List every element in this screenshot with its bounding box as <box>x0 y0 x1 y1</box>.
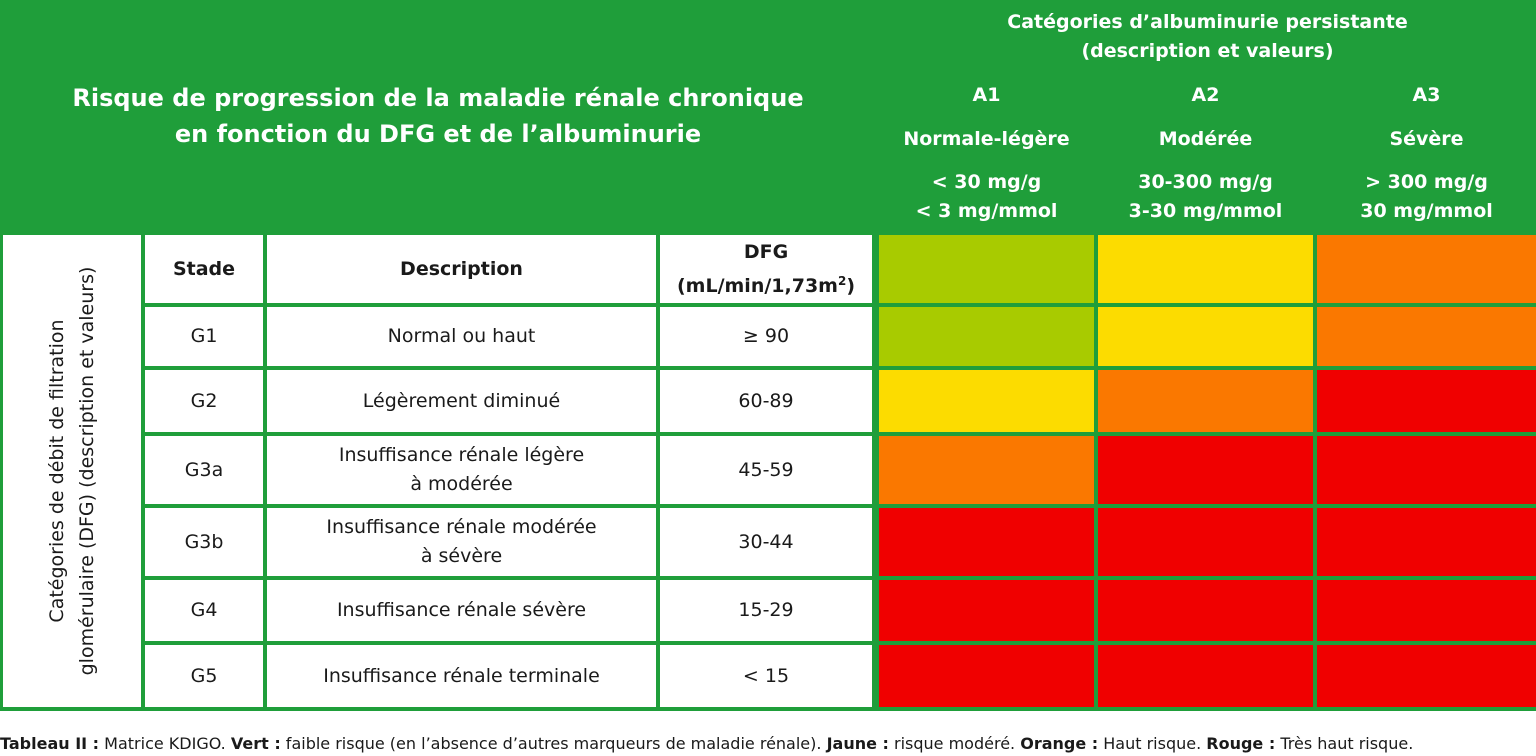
risk-cell-g2-a1 <box>879 370 1094 432</box>
caption-jaune-text: risque modéré. <box>888 734 1021 753</box>
desc-g3a-line-1: Insuffisance rénale légère <box>338 444 585 466</box>
caption-orange-label: Orange : <box>1020 734 1099 753</box>
risk-cell-g3b-a2 <box>1098 508 1313 576</box>
dfg-g4: 15-29 <box>660 580 872 641</box>
albu-code-a3: A3 <box>1317 75 1536 115</box>
albuminuria-header: Catégories d’albuminurie persistante (de… <box>879 3 1536 71</box>
table-title: Risque de progression de la maladie réna… <box>0 0 876 231</box>
risk-cell-g5-a2 <box>1098 645 1313 707</box>
desc-g3b-line-2: à sévère <box>420 545 503 567</box>
albu-code-a2: A2 <box>1098 75 1313 115</box>
dfg-unit-text: (mL/min/1,73m <box>676 274 838 297</box>
dfg-unit-close: ) <box>846 274 856 297</box>
risk-cell-g1-a3 <box>1317 307 1536 366</box>
desc-g2-line-1: Légèrement diminué <box>362 389 561 412</box>
risk-cell-g3a-a2 <box>1098 436 1313 504</box>
stade-g4: G4 <box>145 580 263 641</box>
albu-desc-a3: Sévère <box>1317 119 1536 159</box>
dfg-axis-label: Catégories de débit de filtration glomér… <box>3 235 141 707</box>
stade-g3a: G3a <box>145 436 263 504</box>
desc-g1-line-1: Normal ou haut <box>387 325 536 347</box>
col-header-stade: Stade <box>145 235 263 303</box>
albu-code-a1: A1 <box>879 75 1094 115</box>
risk-cell-g5-a1 <box>879 645 1094 707</box>
desc-g4: Insuffisance rénale sévère <box>267 580 656 641</box>
risk-cell-g4-a2 <box>1098 580 1313 641</box>
risk-cell-header-a2 <box>1098 235 1313 303</box>
albu-values-a2: 30-300 mg/g 3-30 mg/mmol <box>1098 163 1313 231</box>
albu-value-a3-mg-g: > 300 mg/g <box>1365 171 1488 193</box>
albu-value-a1-mg-g: < 30 mg/g <box>931 171 1042 193</box>
desc-g3b: Insuffisance rénale modérée à sévère <box>267 508 656 576</box>
desc-g3a-line-2: à modérée <box>410 473 513 495</box>
desc-g4-line-1: Insuffisance rénale sévère <box>336 599 587 621</box>
kdigo-table: Risque de progression de la maladie réna… <box>0 0 1536 711</box>
albu-value-a1-mg-mmol: < 3 mg/mmol <box>915 200 1058 222</box>
dfg-g5: < 15 <box>660 645 872 707</box>
title-line-2: en fonction du DFG et de l’albuminurie <box>174 119 702 148</box>
col-header-dfg-label: DFG <box>743 240 789 263</box>
desc-g3a: Insuffisance rénale légère à modérée <box>267 436 656 504</box>
albuminuria-header-line-1: Catégories d’albuminurie persistante <box>1007 11 1408 33</box>
desc-g2: Légèrement diminué <box>267 370 656 432</box>
caption-rouge-text: Très haut risque. <box>1275 734 1414 753</box>
albu-desc-a1: Normale-légère <box>879 119 1094 159</box>
caption-vert-label: Vert : <box>230 734 281 753</box>
risk-cell-g4-a3 <box>1317 580 1536 641</box>
stade-g2: G2 <box>145 370 263 432</box>
albu-value-a2-mg-mmol: 3-30 mg/mmol <box>1128 200 1283 222</box>
risk-cell-g5-a3 <box>1317 645 1536 707</box>
caption-label: Tableau II : <box>0 734 100 753</box>
caption-jaune-label: Jaune : <box>826 734 889 753</box>
title-line-1: Risque de progression de la maladie réna… <box>72 83 804 112</box>
dfg-unit-sup: 2 <box>837 273 847 288</box>
col-header-dfg-unit: (mL/min/1,73m2) <box>677 267 855 301</box>
table-caption: Tableau II : Matrice KDIGO. Vert : faibl… <box>0 734 1536 754</box>
stade-g5: G5 <box>145 645 263 707</box>
risk-cell-g3b-a3 <box>1317 508 1536 576</box>
risk-cell-g3b-a1 <box>879 508 1094 576</box>
desc-g1: Normal ou haut <box>267 307 656 366</box>
risk-cell-g3a-a1 <box>879 436 1094 504</box>
risk-cell-g3a-a3 <box>1317 436 1536 504</box>
dfg-axis-line-1: Catégories de débit de filtration <box>46 319 68 623</box>
stade-g3b: G3b <box>145 508 263 576</box>
caption-text: Matrice KDIGO. <box>99 734 231 753</box>
albu-values-a1: < 30 mg/g < 3 mg/mmol <box>879 163 1094 231</box>
col-header-description: Description <box>267 235 656 303</box>
albu-desc-a2: Modérée <box>1098 119 1313 159</box>
stade-g1: G1 <box>145 307 263 366</box>
risk-cell-g2-a2 <box>1098 370 1313 432</box>
risk-cell-header-a1 <box>879 235 1094 303</box>
albu-value-a3-mg-mmol: 30 mg/mmol <box>1360 200 1493 222</box>
dfg-axis-line-2: glomérulaire (DFG) (description et valeu… <box>76 266 98 676</box>
desc-g3b-line-1: Insuffisance rénale modérée <box>326 516 597 538</box>
caption-orange-text: Haut risque. <box>1098 734 1207 753</box>
dfg-g2: 60-89 <box>660 370 872 432</box>
risk-cell-g1-a2 <box>1098 307 1313 366</box>
desc-g5: Insuffisance rénale terminale <box>267 645 656 707</box>
col-header-dfg: DFG (mL/min/1,73m2) <box>660 235 872 303</box>
risk-cell-g4-a1 <box>879 580 1094 641</box>
albu-value-a2-mg-g: 30-300 mg/g <box>1138 171 1273 193</box>
dfg-g1: ≥ 90 <box>660 307 872 366</box>
desc-g5-line-1: Insuffisance rénale terminale <box>323 664 600 687</box>
albuminuria-header-line-2: (description et valeurs) <box>1081 40 1334 62</box>
caption-rouge-label: Rouge : <box>1206 734 1276 753</box>
dfg-g3b: 30-44 <box>660 508 872 576</box>
caption-vert-text: faible risque (en l’absence d’autres mar… <box>280 734 827 753</box>
dfg-g3a: 45-59 <box>660 436 872 504</box>
risk-cell-g1-a1 <box>879 307 1094 366</box>
risk-cell-g2-a3 <box>1317 370 1536 432</box>
albu-values-a3: > 300 mg/g 30 mg/mmol <box>1317 163 1536 231</box>
risk-cell-header-a3 <box>1317 235 1536 303</box>
